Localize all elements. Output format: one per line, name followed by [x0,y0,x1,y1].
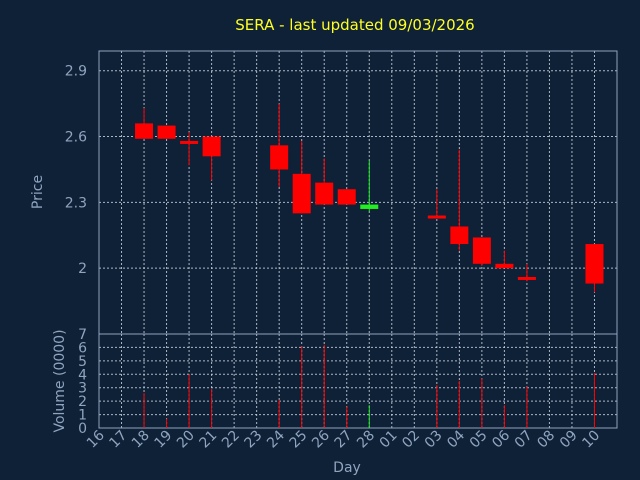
x-tick-label: 27 [332,428,356,452]
candle-body [270,145,289,170]
candle-body [450,226,469,245]
chart-title: SERA - last updated 09/03/2026 [235,16,474,34]
x-tick-label: 21 [197,428,221,452]
x-tick-label: 08 [534,428,558,452]
price-tick-label: 2 [78,261,87,277]
price-axis-label: Price [30,175,46,209]
price-panel: 2 2.3 2.6 2.9 [65,50,618,335]
x-tick-label: 22 [219,428,243,452]
candle-body [292,173,311,214]
x-tick-label: 03 [422,428,446,452]
volume-tick-label: 7 [78,327,87,343]
x-tick-label: 28 [354,428,378,452]
volume-tick-label: 4 [78,367,87,383]
x-tick-label: 02 [399,428,423,452]
volume-tick-label: 1 [78,408,87,424]
candle-body [360,204,379,209]
volume-tick-label: 2 [78,394,87,410]
candle-body [180,140,199,144]
volume-tick-label: 3 [78,381,87,397]
candle-body [135,123,154,139]
candle-body [427,215,446,219]
price-tick-label: 2.6 [65,130,87,146]
volume-plot-frame [98,333,618,429]
x-tick-label: 05 [467,428,491,452]
x-tick-label: 24 [264,427,288,451]
x-tick-label: 23 [242,428,266,452]
candle-body [585,244,604,284]
x-tick-label: 25 [287,428,311,452]
x-tick-label: 01 [377,428,401,452]
x-axis-label: Day [333,460,361,476]
candle-body [337,189,356,205]
volume-tick-label: 5 [78,354,87,370]
candle-body [157,125,176,139]
candle-body [517,276,536,280]
price-tick-label: 2.9 [65,64,87,80]
volume-tick-label: 0 [78,421,87,437]
volume-axis-label: Volume (0000) [52,329,68,432]
candle-body [202,136,221,157]
x-tick-label: 26 [309,427,333,451]
x-tick-label: 06 [489,427,513,451]
x-tick-label: 20 [174,428,198,452]
candle-body [495,263,514,269]
volume-tick-label: 6 [78,340,87,356]
x-tick-label: 10 [579,428,603,452]
candle-body [472,237,491,264]
x-tick-label: 16 [84,427,108,451]
x-tick-label: 18 [129,428,153,452]
x-tick-label: 09 [557,428,581,452]
x-tick-label: 19 [151,428,175,452]
price-tick-label: 2.3 [65,195,87,211]
candle-body [315,182,334,205]
x-tick-label: 07 [512,428,536,452]
x-tick-label: 17 [106,428,130,452]
x-tick-label: 04 [444,427,468,451]
price-plot-frame [98,50,618,335]
